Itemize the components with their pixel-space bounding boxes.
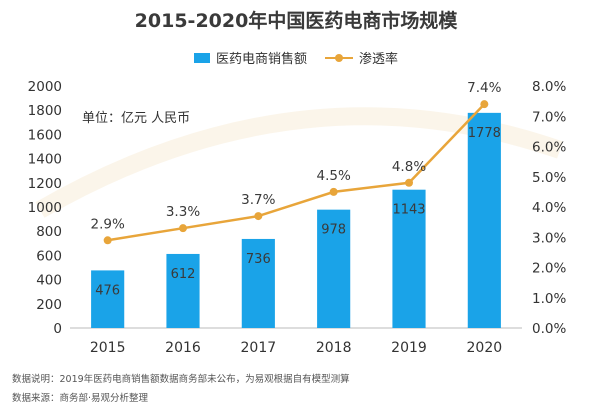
line-point-penetration (179, 224, 187, 233)
bar-sales (91, 270, 125, 328)
bar-value-label: 1143 (392, 203, 425, 218)
bar-sales (392, 189, 426, 328)
y-right-tick-label: 2.0% (532, 261, 566, 277)
legend-line-swatch (325, 53, 353, 63)
y-left-tick-label: 2000 (28, 79, 62, 95)
bar-value-label: 476 (95, 283, 120, 298)
x-tick-label: 2020 (467, 340, 503, 356)
x-tick-label: 2015 (90, 340, 126, 356)
y-left-tick-label: 800 (36, 224, 62, 240)
data-explanation-note: 数据说明：2019年医药电商销售额数据商务部未公布，为易观根据自有模型测算 (12, 374, 350, 385)
x-tick-label: 2019 (391, 340, 427, 356)
y-right-tick-label: 3.0% (532, 230, 566, 246)
line-value-label: 4.5% (317, 168, 351, 184)
bar-sales (317, 209, 351, 328)
y-left-tick-label: 200 (36, 297, 62, 313)
y-right-tick-label: 0.0% (532, 321, 566, 337)
line-value-label: 2.9% (91, 216, 125, 232)
bar-value-label: 978 (321, 223, 346, 238)
y-right-tick-label: 6.0% (532, 140, 566, 156)
line-point-penetration (480, 100, 489, 109)
x-tick-label: 2016 (165, 340, 201, 356)
bar-value-label: 736 (246, 252, 271, 267)
legend-bar-swatch (193, 52, 210, 63)
bar-sales (241, 238, 275, 328)
legend-label-penetration: 渗透率 (359, 52, 399, 67)
line-point-penetration (254, 212, 263, 221)
y-left-tick-label: 1200 (28, 176, 62, 192)
y-left-tick-label: 1800 (28, 103, 62, 119)
bar-sales (166, 253, 200, 328)
x-tick-label: 2018 (316, 340, 352, 356)
legend-label-sales: 医药电商销售额 (215, 52, 307, 67)
y-left-tick-label: 1000 (28, 200, 62, 216)
y-left-tick-label: 1600 (28, 127, 62, 143)
line-value-label: 4.8% (392, 159, 426, 175)
y-left-tick-label: 400 (36, 273, 62, 289)
line-value-label: 3.7% (241, 192, 275, 208)
line-point-penetration (103, 236, 112, 245)
bar-value-label: 1778 (468, 126, 501, 141)
line-value-label: 3.3% (166, 204, 200, 220)
y-left-tick-label: 600 (36, 248, 62, 264)
y-left-tick-label: 1400 (28, 152, 62, 168)
y-right-tick-label: 8.0% (532, 79, 566, 95)
bar-value-label: 612 (171, 267, 196, 282)
data-source-note: 数据来源：商务部·易观分析整理 (12, 393, 149, 404)
line-point-penetration (405, 178, 413, 187)
chart-legend: 医药电商销售额 渗透率 (0, 48, 592, 67)
bar-sales (467, 112, 501, 328)
y-right-tick-label: 5.0% (532, 170, 566, 186)
y-right-tick-label: 4.0% (532, 200, 566, 216)
legend-item-penetration: 渗透率 (325, 48, 398, 67)
y-right-tick-label: 7.0% (532, 109, 566, 125)
y-left-tick-label: 0 (53, 321, 62, 337)
unit-label: 单位：亿元 人民币 (82, 111, 191, 126)
line-penetration (107, 103, 486, 242)
line-value-label: 7.4% (467, 80, 501, 96)
y-right-tick-label: 1.0% (532, 291, 566, 307)
chart-title: 2015-2020年中国医药电商市场规模 (134, 10, 458, 32)
line-point-penetration (329, 187, 338, 196)
x-tick-label: 2017 (241, 340, 277, 356)
legend-item-sales: 医药电商销售额 (193, 48, 307, 67)
